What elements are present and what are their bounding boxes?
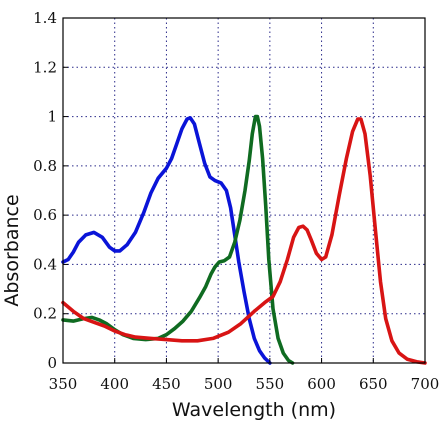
y-tick-label: 0.6 <box>33 206 57 224</box>
series-layer <box>61 114 427 365</box>
x-axis-title: Wavelength (nm) <box>172 399 336 421</box>
y-tick-label: 0 <box>47 354 57 372</box>
plot-frame <box>62 17 426 364</box>
y-axis-title: Absorbance <box>1 194 23 306</box>
series-line-1 <box>61 116 272 365</box>
x-tick-label: 400 <box>100 375 129 393</box>
x-tick-label: 500 <box>204 375 233 393</box>
tick-layer: 350 400 450 500 550 600 650 700 0 0.2 0.4 0.6 0.8 1 1.… <box>33 9 439 393</box>
series-line-3 <box>61 117 427 365</box>
y-tick-label: 0.2 <box>33 305 57 323</box>
x-tick-label: 700 <box>411 375 440 393</box>
x-tick-label: 600 <box>307 375 336 393</box>
y-tick-label: 1.4 <box>33 9 57 27</box>
x-tick-label: 550 <box>256 375 285 393</box>
y-tick-label: 0.4 <box>33 255 57 273</box>
x-tick-label: 450 <box>152 375 181 393</box>
x-tick-label: 650 <box>359 375 388 393</box>
y-tick-label: 0.8 <box>33 157 57 175</box>
series-line-2 <box>61 114 295 365</box>
x-tick-label: 350 <box>49 375 78 393</box>
y-tick-label: 1 <box>47 108 57 126</box>
y-tick-label: 1.2 <box>33 58 57 76</box>
